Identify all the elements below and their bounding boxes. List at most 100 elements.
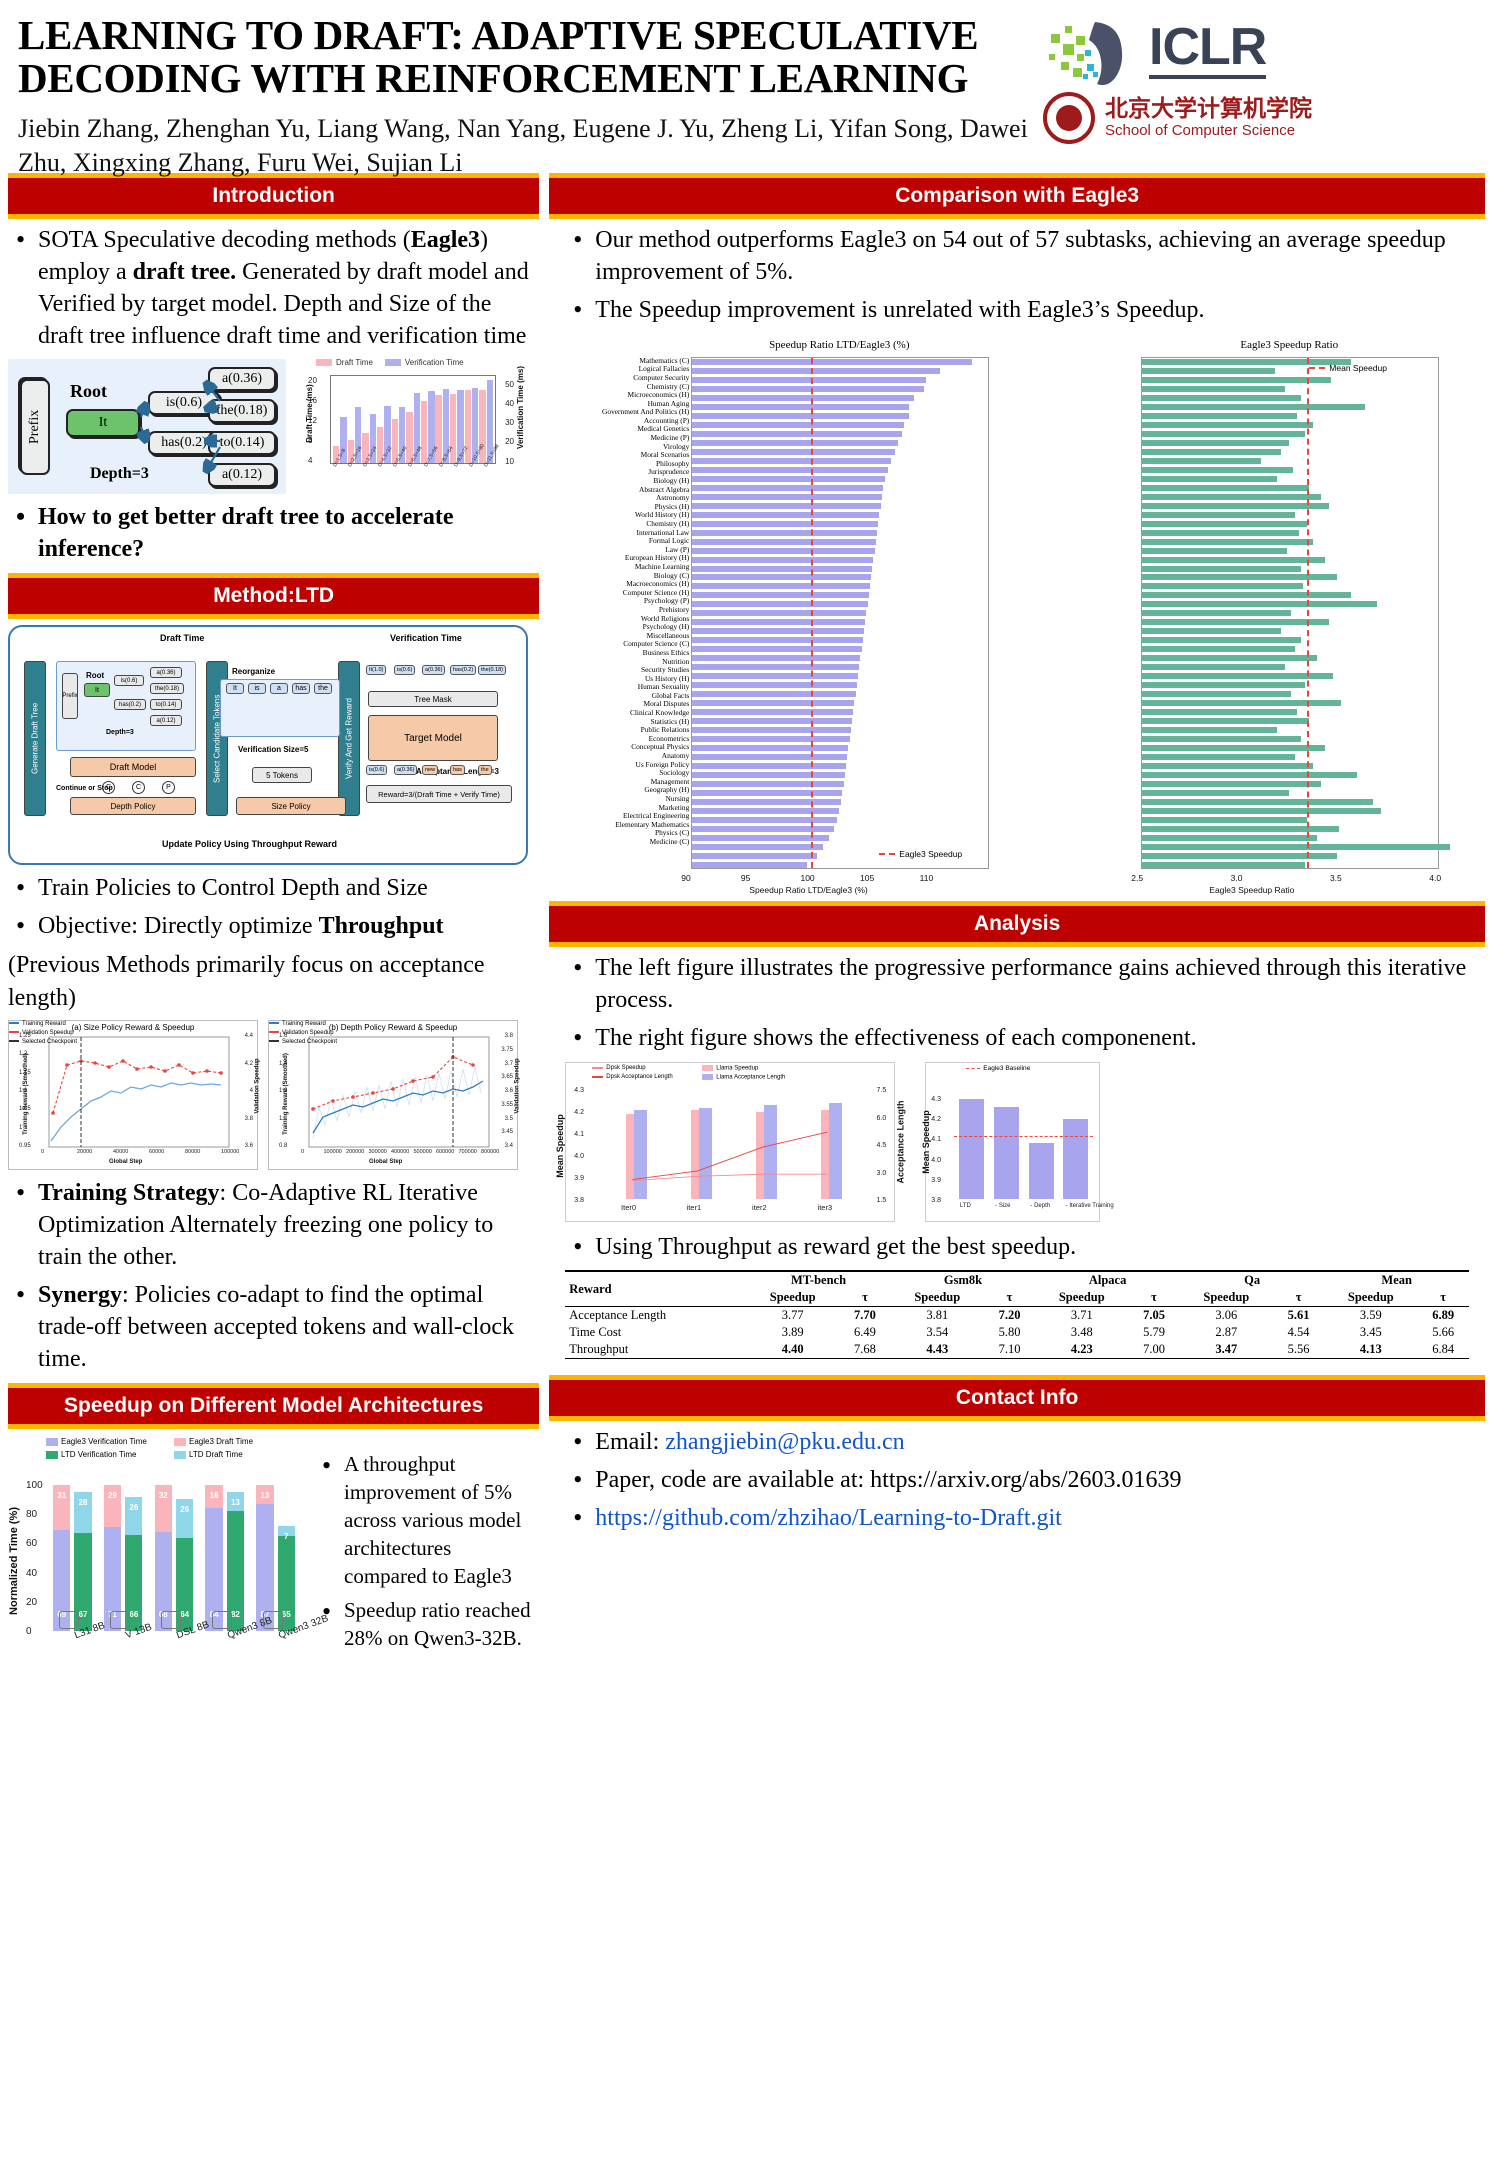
bar-eagle3 — [1142, 529, 1300, 536]
chart-plot-area: 69 31 67 28 71 29 66 26 68 32 64 26 84 16 82 13 87 13 65 7 — [48, 1477, 302, 1632]
rich-text: SOTA Speculative decoding methods (Eagle… — [38, 227, 529, 349]
row-label: Time Cost — [569, 1325, 622, 1340]
candidate-token: is — [248, 683, 266, 695]
legend-entry: Llama Speedup — [702, 1065, 758, 1072]
subtask-label: Law (P) — [665, 544, 690, 554]
qwen-icon — [211, 1611, 232, 1630]
contact-link[interactable]: https://github.com/zhzihao/Learning-to-D… — [595, 1505, 1062, 1532]
bar-ltd — [692, 367, 941, 374]
bar-ltd — [692, 394, 914, 401]
introduction-bullets: SOTA Speculative decoding methods (Eagle… — [8, 223, 539, 353]
bar-eagle3 — [1142, 556, 1326, 563]
list-item: Email: zhangjiebin@pku.edu.cn — [565, 1425, 1485, 1459]
bar-eagle3 — [1142, 502, 1330, 509]
section-header-introduction: Introduction — [8, 173, 540, 219]
results-table: Reward MT-bench Gsm8k Alpaca Qa Mean Spe… — [565, 1270, 1469, 1359]
list-item: The left figure illustrates the progress… — [565, 951, 1485, 1017]
legend-entry: Validation Speedup — [269, 1030, 334, 1036]
tree-root-label: Root — [70, 380, 107, 401]
bar-ltd — [692, 484, 883, 491]
bar-ltd — [692, 358, 973, 365]
verify-token: has(0.2) — [450, 665, 477, 676]
table-header-row: Reward MT-bench Gsm8k Alpaca Qa Mean — [565, 1271, 1469, 1296]
table-cell: 4.23 — [1070, 1342, 1093, 1357]
bar-draft-time — [362, 432, 369, 463]
table-cell: 3.59 — [1359, 1308, 1382, 1323]
bar-eagle3 — [1142, 448, 1282, 455]
subtask-label: Us Foreign Policy — [635, 759, 690, 769]
table-cell: 5.61 — [1287, 1308, 1310, 1323]
diagram-reward-formula: Reward=3/(Draft Time + Verify Time) — [366, 785, 512, 804]
bar-eagle3 — [1142, 826, 1339, 832]
bar-eagle3 — [1142, 511, 1296, 518]
bar-verification-time — [472, 388, 479, 463]
section-header-contact: Contact Info — [549, 1375, 1485, 1422]
bar-verification-time — [384, 406, 391, 463]
bar-ltd — [692, 466, 888, 473]
diagram-root-label: Root — [86, 671, 105, 681]
bar-eagle3 — [1142, 817, 1308, 824]
bar-acceptance-length — [633, 1109, 647, 1200]
bar-ltd — [692, 457, 892, 464]
table-row: Time Cost 3.89 6.49 3.54 5.80 3.48 5.79 2.87 4.5… — [565, 1324, 1469, 1341]
bar-eagle3 — [1142, 484, 1310, 491]
table-cell: 3.77 — [781, 1308, 804, 1323]
legend-eagle3-speedup: Eagle3 Speedup — [879, 849, 962, 859]
bar-eagle3 — [1142, 691, 1292, 698]
y-axis-label: Draft Time (ms) — [304, 383, 314, 443]
subtask-label: Astronomy — [656, 493, 690, 503]
qwen-icon — [262, 1611, 283, 1630]
bar-ltd — [692, 718, 852, 725]
tree-node-prefix: Prefix — [20, 378, 50, 475]
bar-eagle3 — [1142, 664, 1286, 671]
table-cell: 6.84 — [1432, 1342, 1455, 1357]
row-label: Throughput — [569, 1342, 629, 1357]
y2-axis-label: Verification Time (ms) — [516, 365, 525, 449]
diagram-root-token: It — [84, 683, 110, 698]
subtask-label: Management — [650, 776, 690, 786]
chart-title: (a) Size Policy Reward & Speedup — [71, 1023, 195, 1033]
bar-ltd — [692, 673, 858, 680]
bar-verification-time — [442, 389, 450, 463]
subtask-label: Moral Scenarios — [640, 450, 690, 460]
bar-eagle3 — [1142, 861, 1306, 868]
logo-group: ICLR 北京大学计算机学院 School of Computer Scienc… — [1043, 14, 1483, 159]
bar-eagle3 — [1142, 565, 1302, 572]
list-item: Our method outperforms Eagle3 on 54 out … — [565, 223, 1485, 289]
bar-ltd — [692, 817, 837, 824]
subtask-label: Sociology — [659, 768, 690, 778]
rl-curve-figures: (a) Size Policy Reward & Speedup Trainin… — [8, 1020, 539, 1171]
bar-eagle3 — [1142, 637, 1302, 644]
table-cell: 6.49 — [854, 1325, 876, 1340]
output-token: is(0.6) — [366, 765, 388, 776]
column-subheader: Speedup — [1347, 1290, 1394, 1305]
subtask-label: Moral Disputes — [643, 699, 690, 709]
list-item: Training Strategy: Co-Adaptive RL Iterat… — [8, 1176, 539, 1274]
contact-link[interactable]: zhangjiebin@pku.edu.cn — [665, 1429, 905, 1456]
bar-ablation — [993, 1107, 1019, 1200]
subtask-label: Mathematics (C) — [639, 355, 690, 365]
bar-ltd — [692, 655, 861, 662]
bar-verification-time — [340, 416, 347, 463]
bar-eagle3 — [1142, 592, 1351, 599]
policy-node: C — [132, 781, 145, 795]
legend-mean-speedup: Mean Speedup — [1309, 363, 1387, 373]
table-cell: 7.68 — [854, 1342, 876, 1357]
bar-verification-time — [486, 380, 494, 463]
subtask-label: Medicine (P) — [650, 433, 690, 443]
bar-ltd — [692, 385, 924, 392]
analysis-figures: Dpsk Speedup Llama Speedup Dpsk Acceptance… — [555, 1062, 1485, 1223]
column-subheader: Speedup — [1058, 1290, 1105, 1305]
bar-draft-time — [479, 389, 486, 463]
list-item: How to get better draft tree to accelera… — [8, 500, 539, 566]
bar-eagle3 — [1142, 843, 1451, 850]
list-item: The Speedup improvement is unrelated wit… — [565, 293, 1485, 327]
diagram-verification-size: Verification Size=5 — [238, 745, 309, 755]
bar-verification-time — [413, 393, 420, 463]
draft-verification-time-chart: Draft Time Verification Time Draft Time … — [304, 357, 525, 468]
size-policy-plot — [48, 1036, 230, 1148]
bar-ltd — [692, 799, 842, 806]
table-cell: 3.54 — [926, 1325, 949, 1340]
table-cell: 7.10 — [998, 1342, 1021, 1357]
table-cell: 5.66 — [1432, 1325, 1455, 1340]
